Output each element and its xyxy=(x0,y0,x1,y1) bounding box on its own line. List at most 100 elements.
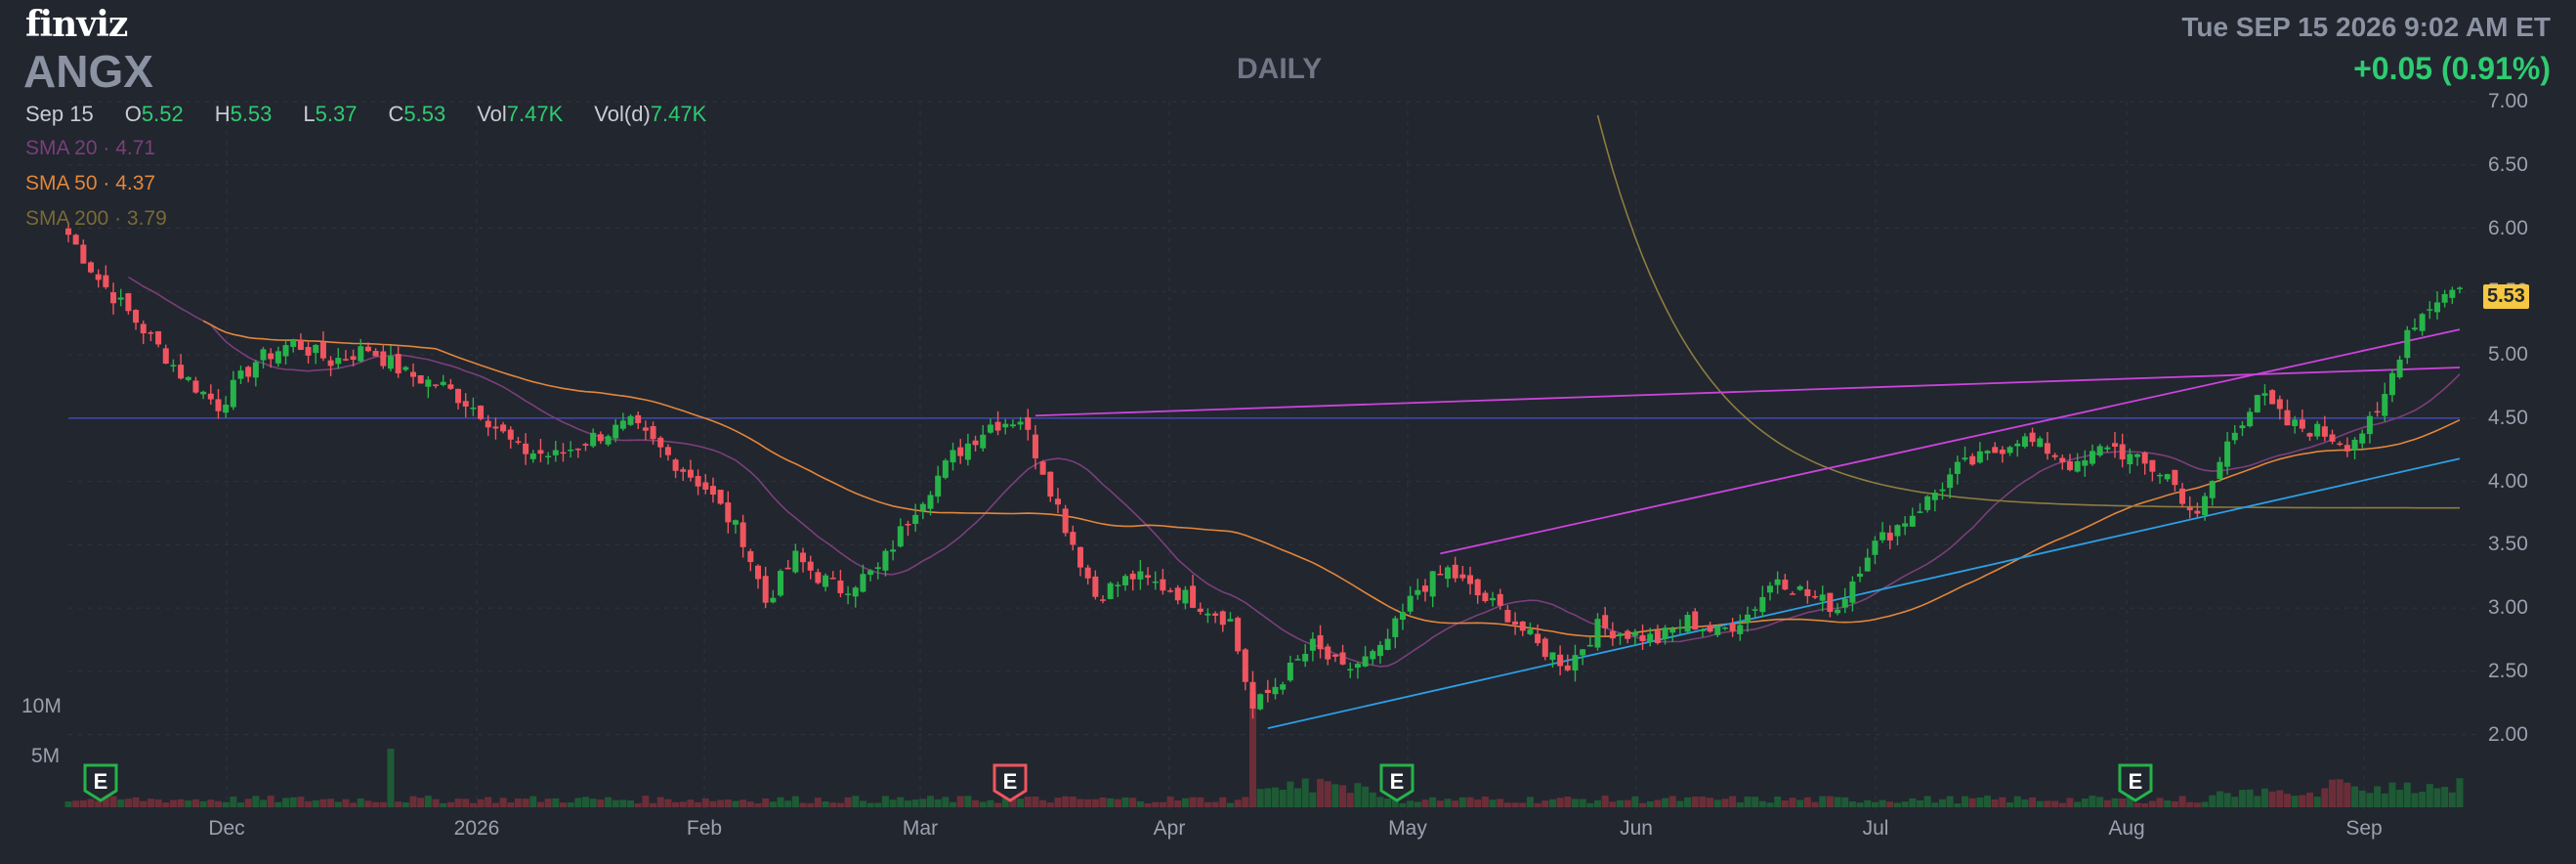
candle-body xyxy=(1025,416,1032,430)
volume-bar xyxy=(679,801,687,807)
candle-body xyxy=(2029,432,2036,443)
volume-bar xyxy=(724,799,732,807)
volume-bar xyxy=(987,799,994,807)
volume-bar xyxy=(1226,802,1234,807)
candle-body xyxy=(1969,455,1976,465)
volume-bar xyxy=(1841,797,1849,807)
volume-bar xyxy=(1242,797,1249,807)
candle-body xyxy=(2066,461,2073,470)
candle-body xyxy=(635,414,642,424)
candle-body xyxy=(1835,609,1841,614)
volume-bar xyxy=(1436,800,1444,807)
volume-bar xyxy=(1654,799,1662,807)
candle-body xyxy=(133,310,140,324)
candle-body xyxy=(1002,423,1009,428)
volume-bar xyxy=(889,799,897,807)
volume-bar xyxy=(2029,797,2037,807)
volume-bar xyxy=(2089,796,2096,807)
candle-body xyxy=(560,452,567,454)
volume-bar xyxy=(462,799,470,807)
volume-bar xyxy=(185,800,192,807)
candle-body xyxy=(1309,638,1316,651)
candle-body xyxy=(1924,496,1931,510)
candle-body xyxy=(1174,587,1181,601)
volume-bar xyxy=(207,799,215,807)
finviz-logo[interactable]: finviz xyxy=(25,4,128,45)
y-tick-label: 5.00 xyxy=(2488,343,2528,367)
volume-bar xyxy=(2426,784,2433,807)
candle-body xyxy=(117,297,124,300)
volume-bar xyxy=(2388,782,2396,807)
volume-bar xyxy=(2133,802,2141,807)
candle-body xyxy=(619,420,626,429)
x-tick-label: Sep xyxy=(2345,817,2383,840)
volume-bar xyxy=(597,799,605,807)
volume-bar xyxy=(1458,797,1466,807)
candle-body xyxy=(1429,571,1436,597)
volume-bar xyxy=(499,798,507,807)
volume-bar xyxy=(350,802,358,807)
candle-body xyxy=(1512,621,1519,626)
volume-bar xyxy=(874,802,882,807)
volume-bar xyxy=(1646,800,1654,807)
volume-bar xyxy=(1346,793,1354,807)
candle-body xyxy=(1917,511,1923,513)
volume-bar xyxy=(252,796,260,807)
volume-bar xyxy=(1376,797,1384,807)
candle-body xyxy=(252,362,259,378)
volume-bar xyxy=(2260,788,2268,807)
candle-body xyxy=(2164,474,2171,480)
volume-bar xyxy=(417,798,425,807)
volume-bar xyxy=(1331,784,1339,807)
candle-body xyxy=(1594,619,1601,648)
volume-bar xyxy=(1009,799,1017,807)
candle-body xyxy=(155,330,162,345)
volume-bar xyxy=(612,799,619,807)
candle-body xyxy=(784,567,791,570)
candle-body xyxy=(1047,471,1054,497)
volume-bar xyxy=(589,799,597,807)
volume-bar xyxy=(904,800,911,807)
candle-body xyxy=(605,436,612,445)
candle-body xyxy=(1077,546,1083,568)
candle-body xyxy=(2351,439,2358,451)
candle-body xyxy=(2261,393,2268,396)
volume-bar xyxy=(1721,799,1729,807)
x-tick-label: Feb xyxy=(686,817,723,840)
volume-bar xyxy=(972,799,980,807)
y-tick-label: 7.00 xyxy=(2488,90,2528,112)
candle-body xyxy=(1752,609,1758,611)
candle-body xyxy=(597,434,604,442)
sma200-value: 3.79 xyxy=(126,207,167,230)
candle-body xyxy=(523,443,529,454)
volume-bar xyxy=(2103,799,2111,807)
volume-bar xyxy=(650,802,657,807)
volume-bar xyxy=(1511,802,1519,807)
low-label: L xyxy=(303,102,316,126)
volume-bar xyxy=(544,799,552,807)
volume-bar xyxy=(327,799,335,807)
volume-bar xyxy=(1676,800,1684,807)
volume-bar xyxy=(1497,799,1504,807)
candle-body xyxy=(1137,571,1144,580)
volume-bar xyxy=(305,800,313,807)
volume-bar xyxy=(72,800,80,807)
candle-body xyxy=(1160,579,1166,591)
volume-bar xyxy=(1264,788,1272,807)
volume-bar xyxy=(124,799,132,807)
candle-body xyxy=(1684,615,1691,632)
sma50-legend: SMA 50 · 4.37 xyxy=(25,172,156,194)
volume-bar xyxy=(695,801,702,807)
candle-body xyxy=(1744,614,1751,623)
volume-bar xyxy=(1938,799,1946,807)
candle-body xyxy=(2449,289,2456,298)
volume-bar xyxy=(1174,800,1182,807)
volume-bar xyxy=(230,796,237,807)
volume-bar xyxy=(881,796,889,807)
volume-bar xyxy=(605,797,612,807)
volume-bar xyxy=(334,801,342,807)
volume-bar xyxy=(2216,791,2223,807)
sma20-label: SMA 20 xyxy=(25,137,98,159)
candle-body xyxy=(478,405,485,419)
